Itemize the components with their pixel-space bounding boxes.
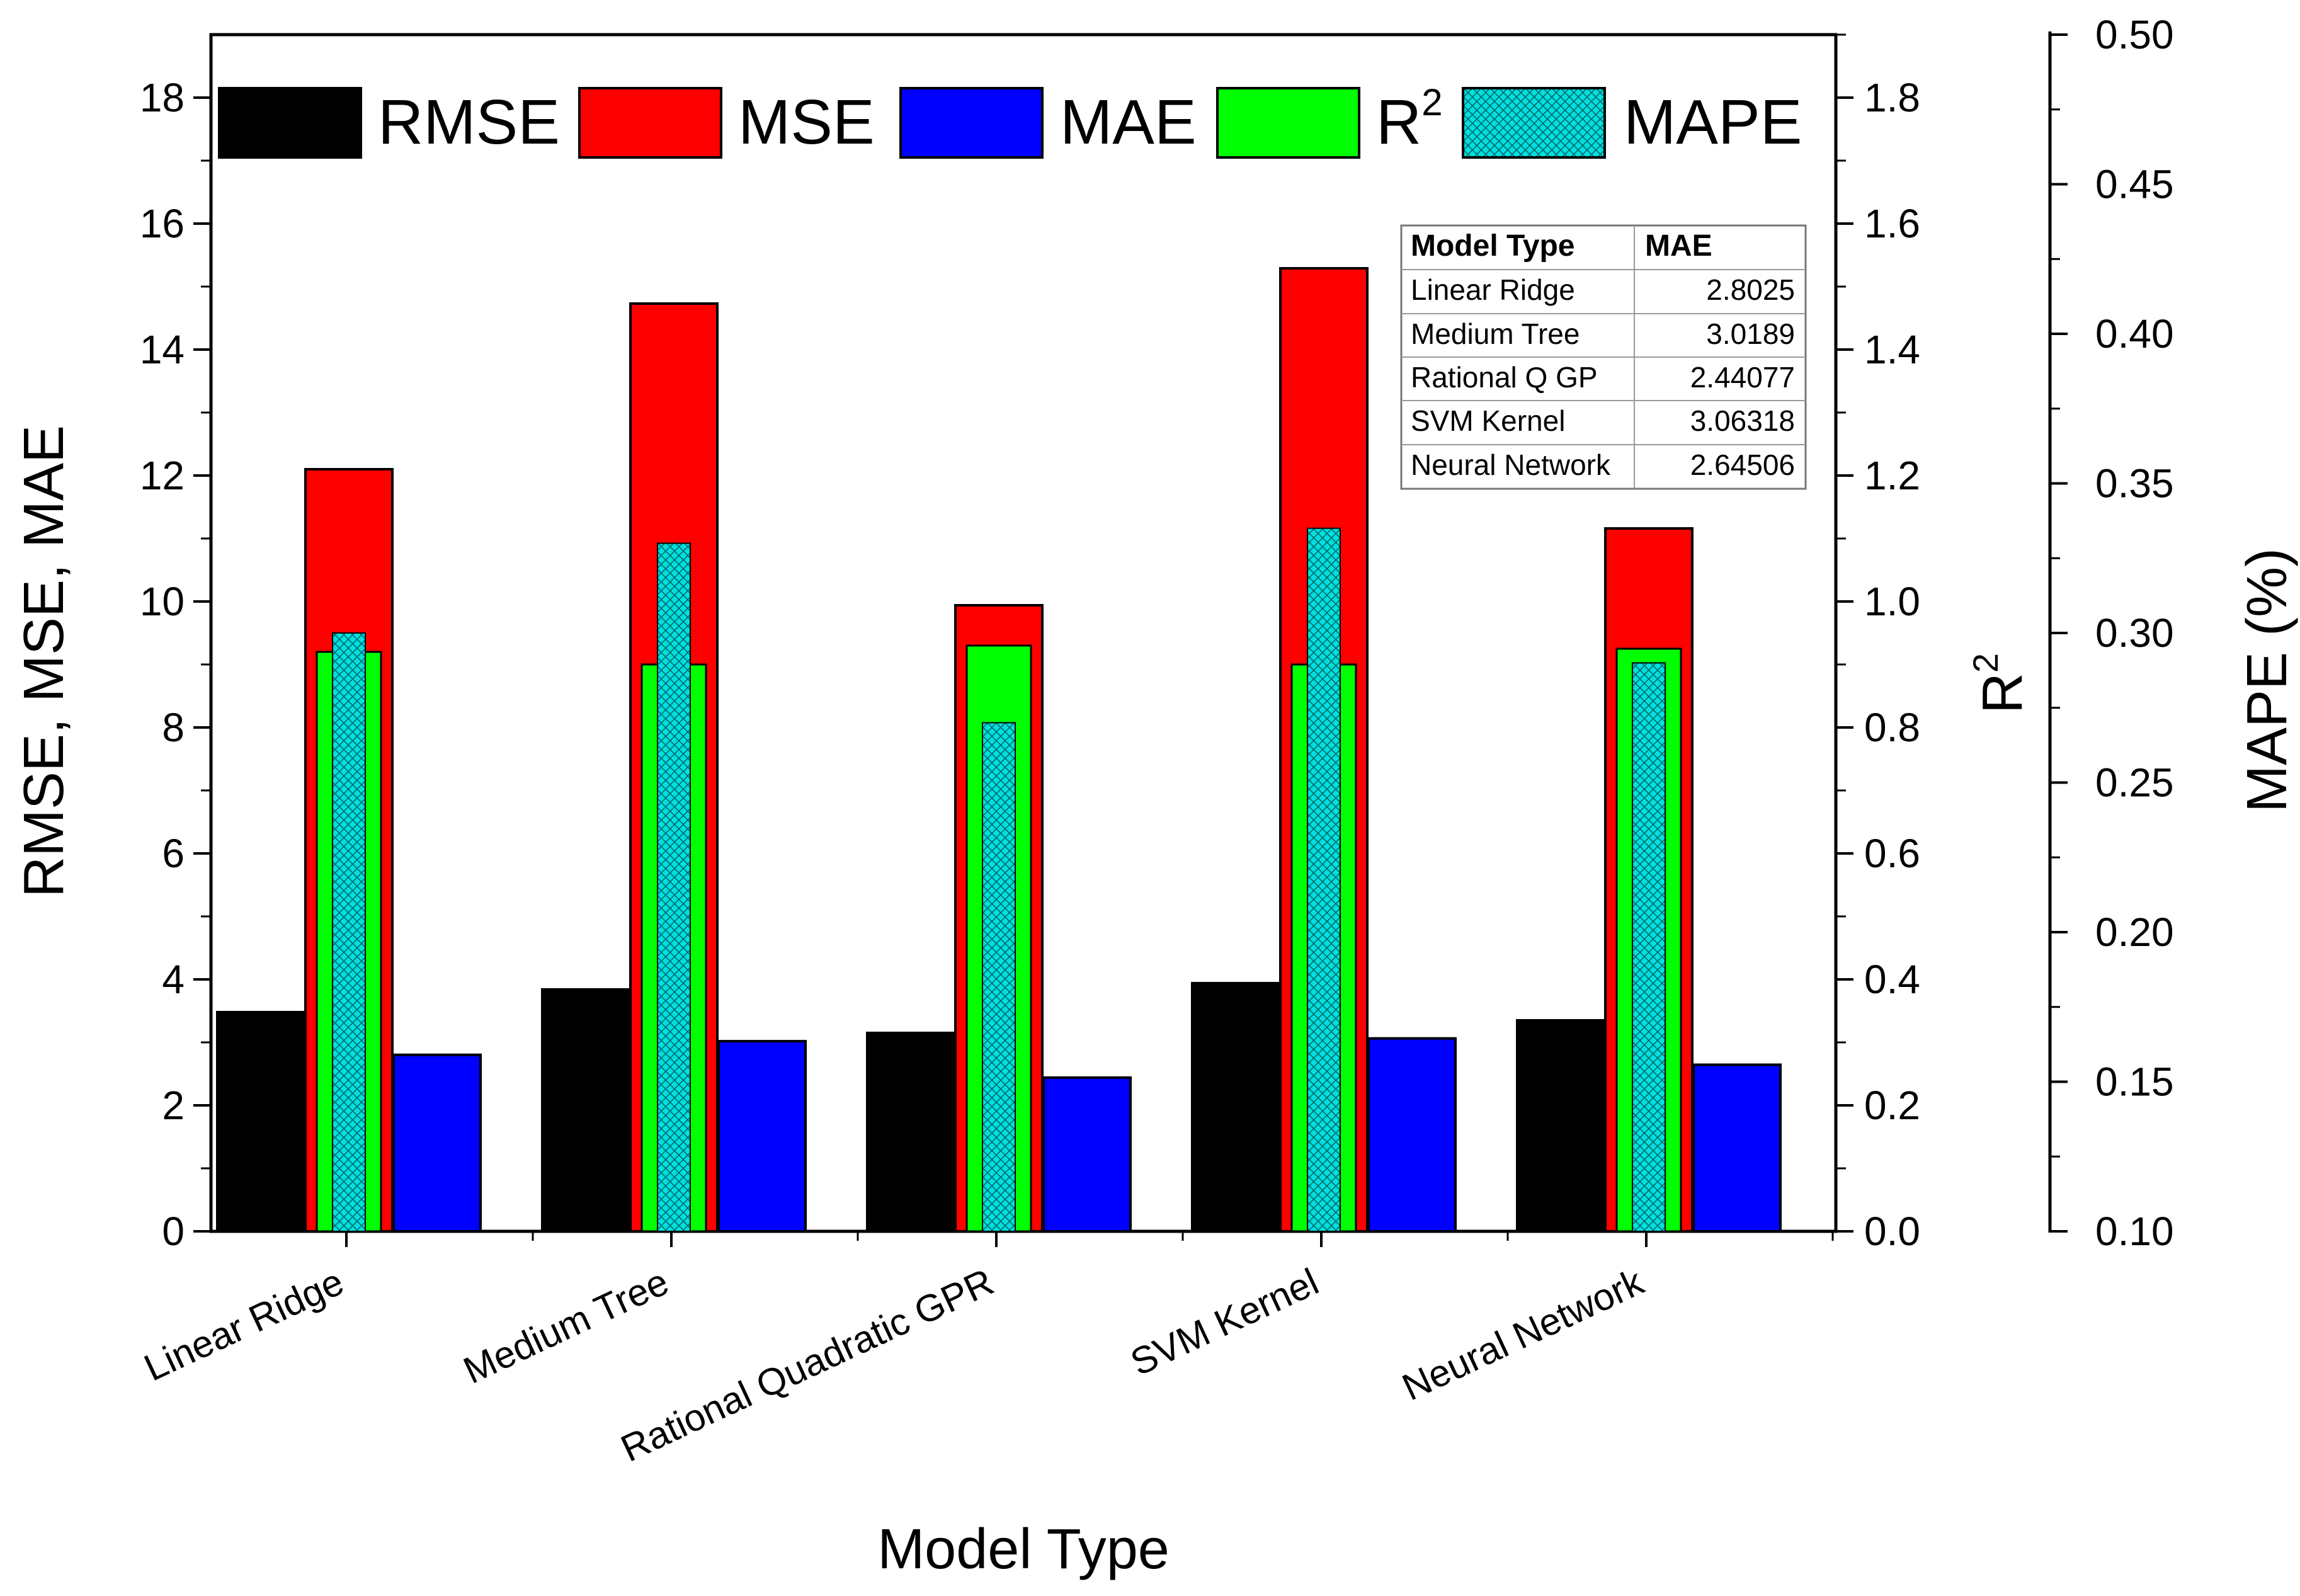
inset-table-cell-model: Linear Ridge: [1411, 273, 1575, 306]
inset-table-cell-mae: 2.8025: [1706, 273, 1795, 306]
legend-label-r2-main: R: [1376, 87, 1421, 157]
y-tick-label: 0: [162, 1209, 185, 1254]
bar-rmse: [1516, 1019, 1605, 1233]
inset-table-cell-model: Neural Network: [1411, 448, 1611, 481]
legend-label-mape: MAPE: [1624, 87, 1802, 157]
legend: RMSE MSE MAE R2 MAPE: [218, 81, 1802, 159]
inset-table: Model Type MAE Linear Ridge 2.8025 Mediu…: [1400, 224, 1807, 490]
inset-table-cell-mae: 3.0189: [1706, 317, 1795, 350]
y-tick-label: 18: [140, 75, 185, 120]
y2-axis-title-main: R: [1971, 673, 2034, 714]
y3-tick-label: 0.45: [2095, 162, 2174, 207]
inset-table-header-model: Model Type: [1411, 229, 1574, 263]
inset-table-cell-mae: 2.64506: [1690, 448, 1795, 481]
y-tick-label: 14: [140, 327, 185, 372]
y3-tick-label: 0.40: [2095, 311, 2174, 356]
inset-table-cell-model: Medium Tree: [1411, 317, 1580, 350]
bar-rmse: [216, 1011, 305, 1233]
bar-rmse: [1191, 982, 1280, 1233]
y2-tick-label: 1.0: [1864, 579, 1920, 624]
bar-mae: [1042, 1076, 1132, 1233]
inset-table-cell-model: Rational Q GP: [1411, 361, 1598, 394]
legend-swatch-rmse: [218, 87, 362, 159]
y3-tick-label: 0.35: [2095, 461, 2174, 506]
bar-mae: [1692, 1063, 1782, 1233]
inset-table-header-mae: MAE: [1645, 229, 1712, 263]
y2-axis-title: R2: [1966, 653, 2034, 714]
x-axis-title: Model Type: [877, 1518, 1170, 1581]
x-tick-label: Medium Tree: [457, 1260, 675, 1392]
y-tick-label: 2: [162, 1083, 185, 1128]
legend-label-r2-sup: 2: [1421, 81, 1442, 123]
inset-table-cell-mae: 3.06318: [1690, 404, 1795, 437]
y-tick-label: 6: [162, 831, 185, 876]
bar-mape: [1632, 662, 1666, 1232]
legend-swatch-mse: [578, 87, 722, 159]
y2-axis-title-sup: 2: [1966, 653, 2005, 673]
y2-tick-label: 0.2: [1864, 1083, 1920, 1128]
legend-label-mae: MAE: [1060, 87, 1197, 157]
y3-tick-label: 0.15: [2095, 1059, 2174, 1105]
y2-tick-label: 1.2: [1864, 453, 1920, 498]
bar-mae: [717, 1040, 807, 1233]
y3-tick-label: 0.25: [2095, 760, 2174, 806]
y-tick-label: 12: [140, 453, 185, 498]
inset-table-cell-mae: 2.44077: [1690, 361, 1795, 394]
y2-tick-label: 1.8: [1864, 75, 1920, 120]
y2-tick-label: 0.0: [1864, 1209, 1920, 1254]
y2-tick-label: 1.6: [1864, 201, 1920, 246]
bar-mape: [1307, 527, 1341, 1232]
legend-swatch-mape: [1462, 87, 1606, 159]
x-tick-label: Neural Network: [1396, 1260, 1650, 1409]
bar-rmse: [541, 988, 630, 1233]
legend-label-rmse: RMSE: [378, 87, 560, 157]
y2-tick-label: 1.4: [1864, 327, 1920, 372]
legend-swatch-r2: [1216, 87, 1360, 159]
x-tick-label: Rational Quadratic GPR: [615, 1260, 1000, 1470]
y2-tick-label: 0.4: [1864, 957, 1920, 1002]
bars: [216, 267, 1782, 1233]
y3-tick-label: 0.20: [2095, 909, 2174, 955]
legend-swatch-mae: [899, 87, 1044, 159]
y-axis-title: RMSE, MSE, MAE: [13, 425, 76, 898]
y3-tick-label: 0.30: [2095, 610, 2174, 656]
x-tick-label: Linear Ridge: [138, 1260, 350, 1389]
legend-label-mse: MSE: [738, 87, 875, 157]
bar-mape: [982, 722, 1016, 1232]
y3-tick-label: 0.10: [2095, 1209, 2174, 1254]
bar-mape: [657, 542, 691, 1232]
y-tick-label: 4: [162, 957, 185, 1002]
inset-table-cell-model: SVM Kernel: [1411, 404, 1565, 437]
y2-tick-label: 0.8: [1864, 705, 1920, 750]
bar-mae: [392, 1053, 482, 1233]
y3-axis-title: MAPE (%): [2236, 548, 2299, 812]
y3-tick-label: 0.50: [2095, 12, 2174, 57]
y2-tick-label: 0.6: [1864, 831, 1920, 876]
x-tick-label: SVM Kernel: [1124, 1260, 1324, 1384]
bar-mae: [1367, 1037, 1457, 1233]
bar-mape: [332, 632, 366, 1232]
legend-label-r2: R2: [1376, 81, 1443, 157]
bar-rmse: [866, 1032, 955, 1233]
y-tick-label: 16: [140, 201, 185, 246]
y-tick-label: 10: [140, 579, 185, 624]
y-tick-label: 8: [162, 705, 185, 750]
